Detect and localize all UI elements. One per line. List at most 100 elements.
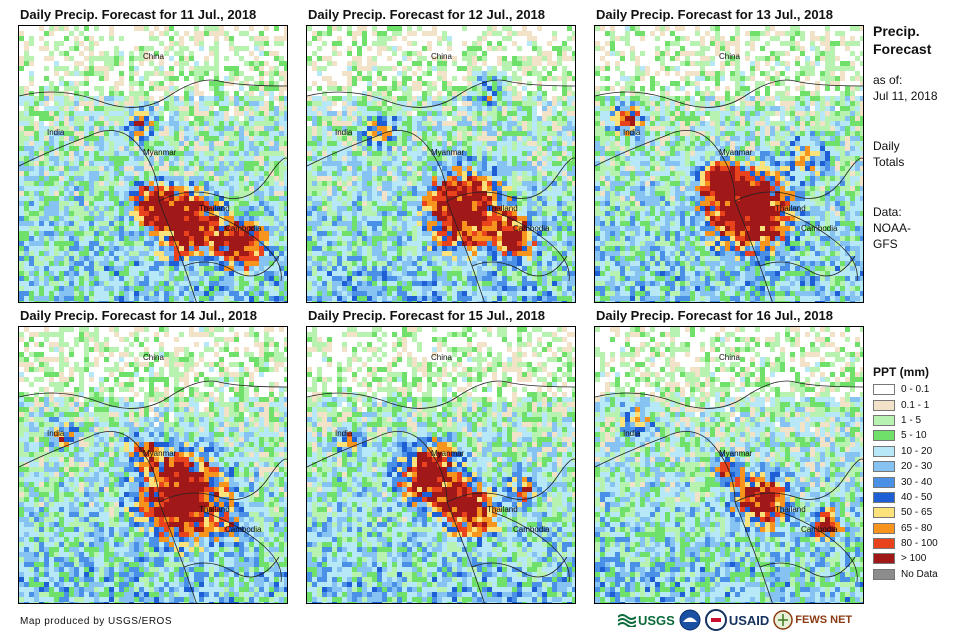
precip-map: China India Myanmar Thailand Cambodia [594,326,864,604]
legend-item: 0.1 - 1 [873,397,965,412]
label-myanmar: Myanmar [143,148,177,157]
as-of-label: as of: [873,73,903,87]
legend-items: 0 - 0.1 0.1 - 1 1 - 5 5 - 10 10 - 20 20 - 30 3… [873,382,965,582]
legend-item: 40 - 50 [873,490,965,505]
label-cambodia: Cambodia [513,525,550,534]
usaid-seal-icon [704,609,727,631]
source-label: Data: [873,205,902,219]
panel-title: Daily Precip. Forecast for 14 Jul., 2018 [20,308,258,323]
label-myanmar: Myanmar [431,449,465,458]
precip-map-image [307,327,575,603]
label-china: China [719,52,740,61]
label-india: India [47,128,65,137]
label-myanmar: Myanmar [719,148,753,157]
source-name: NOAA-GFS [873,221,912,251]
label-myanmar: Myanmar [431,148,465,157]
map-credit: Map produced by USGS/EROS [20,616,173,627]
legend-label: 50 - 65 [901,507,933,519]
precip-map: China India Myanmar Thailand Cambodia [306,25,576,303]
precip-map: China India Myanmar Thailand Cambodia [306,326,576,604]
legend-item: 65 - 80 [873,521,965,536]
panel-title: Daily Precip. Forecast for 13 Jul., 2018 [596,7,834,22]
legend-swatch [873,445,895,457]
label-myanmar: Myanmar [719,449,753,458]
usaid-text: USAID [728,612,770,628]
panel-title: Daily Precip. Forecast for 12 Jul., 2018 [308,7,546,22]
legend-item: 1 - 5 [873,413,965,428]
precip-map-image [19,26,287,302]
label-thailand: Thailand [199,505,230,514]
label-china: China [431,353,452,362]
label-cambodia: Cambodia [225,525,262,534]
legend-label: 30 - 40 [901,476,933,488]
label-india: India [335,128,353,137]
legend-label: 80 - 100 [901,538,938,550]
legend-swatch [873,399,895,411]
legend-label: 65 - 80 [901,522,933,534]
label-india: India [623,429,641,438]
legend-label: > 100 [901,553,927,565]
forecast-panel-5: Daily Precip. Forecast for 15 Jul., 2018… [306,306,596,606]
label-india: India [335,429,353,438]
label-china: China [143,353,164,362]
noaa-seal-icon [679,609,701,631]
legend: PPT (mm) 0 - 0.1 0.1 - 1 1 - 5 5 - 10 10 - 2… [873,365,965,582]
legend-item: 20 - 30 [873,459,965,474]
forecast-panel-1: Daily Precip. Forecast for 11 Jul., 2018… [18,5,308,305]
label-china: China [143,52,164,61]
label-cambodia: Cambodia [513,224,550,233]
precip-map-image [307,26,575,302]
precip-map-image [595,327,863,603]
legend-swatch [873,461,895,473]
forecast-panel-4: Daily Precip. Forecast for 14 Jul., 2018… [18,306,308,606]
legend-item: 50 - 65 [873,505,965,520]
legend-label: 0.1 - 1 [901,399,930,411]
label-thailand: Thailand [199,204,230,213]
label-myanmar: Myanmar [143,449,177,458]
legend-item: 80 - 100 [873,536,965,551]
legend-swatch [873,538,895,550]
legend-item: 0 - 0.1 [873,382,965,397]
forecast-panel-6: Daily Precip. Forecast for 16 Jul., 2018… [594,306,884,606]
forecast-panel-2: Daily Precip. Forecast for 12 Jul., 2018… [306,5,596,305]
legend-label: 0 - 0.1 [901,384,930,396]
as-of-date: Jul 11, 2018 [873,89,938,103]
legend-label: 20 - 30 [901,461,933,473]
legend-label: No Data [901,568,938,580]
panel-title: Daily Precip. Forecast for 11 Jul., 2018 [20,7,257,22]
logo-bar: USGS USAID FEWS NET [618,607,852,633]
period-label: Daily Totals [873,139,905,169]
precip-map-image [595,26,863,302]
usgs-wave-icon [618,614,636,627]
legend-label: 40 - 50 [901,491,933,503]
noaa-logo [679,609,701,631]
side-title: Precip. Forecast [873,23,932,57]
legend-swatch [873,491,895,503]
label-cambodia: Cambodia [801,525,838,534]
legend-item: No Data [873,567,965,582]
usaid-logo: USAID [704,609,770,631]
legend-item: 10 - 20 [873,444,965,459]
usgs-logo: USGS [618,613,675,628]
label-thailand: Thailand [775,204,806,213]
legend-label: 10 - 20 [901,445,933,457]
legend-swatch [873,414,895,426]
legend-swatch [873,430,895,442]
panel-title: Daily Precip. Forecast for 15 Jul., 2018 [308,308,546,323]
legend-swatch [873,507,895,519]
usgs-text: USGS [638,612,675,628]
legend-swatch [873,522,895,534]
label-china: China [719,353,740,362]
legend-item: 30 - 40 [873,474,965,489]
legend-item: > 100 [873,551,965,566]
legend-label: 1 - 5 [901,414,922,426]
legend-swatch [873,553,895,565]
label-india: India [623,128,641,137]
label-thailand: Thailand [487,505,518,514]
fewsnet-text: FEWS NET [795,614,853,626]
legend-swatch [873,384,895,396]
fewsnet-logo: FEWS NET [773,610,852,630]
legend-label: 5 - 10 [901,430,927,442]
precip-map: China India Myanmar Thailand Cambodia [594,25,864,303]
legend-item: 5 - 10 [873,428,965,443]
